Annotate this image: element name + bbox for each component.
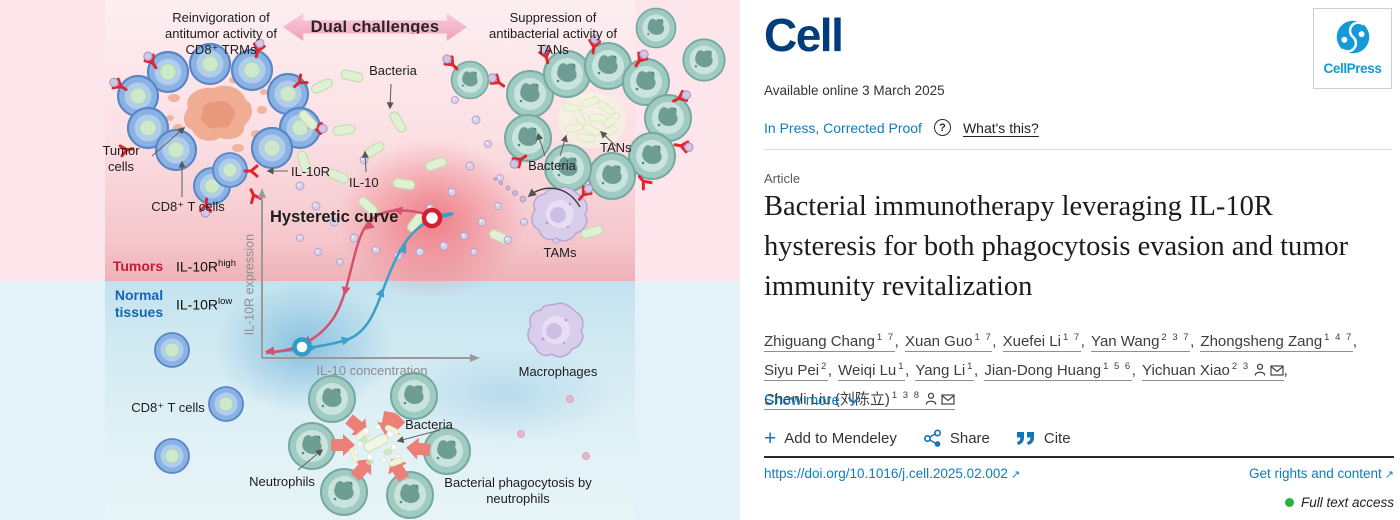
phagocytosis-cluster [288, 372, 471, 519]
label-phagocytosis: Bacterial phagocytosis by neutrophils [444, 475, 592, 506]
label-tams: TAMs [543, 245, 577, 260]
author-link[interactable]: Xuefei Li 1 7 [1002, 332, 1081, 352]
add-to-mendeley-button[interactable]: + Add to Mendeley [764, 427, 897, 450]
pink-dots [517, 395, 590, 460]
tumor-cd8-cluster [108, 38, 328, 218]
author-separator: , [905, 362, 914, 379]
cellpress-wordmark: CellPress [1323, 61, 1382, 76]
access-label: Full text access [1300, 495, 1394, 510]
author-link[interactable]: Yan Wang 2 3 7 [1091, 332, 1191, 352]
author-link[interactable]: Yichuan Xiao 2 3 [1142, 361, 1284, 381]
email-icon [1270, 365, 1284, 376]
label-tumor-cells: Tumor cells [102, 143, 140, 174]
label-tans: TANs [600, 140, 632, 155]
open-access-dot-icon [1284, 498, 1294, 507]
label-il10: IL-10 [349, 175, 379, 190]
label-il10r-low: IL-10Rlow [176, 296, 233, 313]
author-separator: , [992, 333, 1001, 350]
email-icon [940, 394, 955, 405]
chevron-down-icon [847, 396, 860, 405]
tumor-mass [166, 74, 268, 152]
label-cd8-bottom: CD8⁺ T cells [131, 400, 205, 415]
cite-button[interactable]: Cite [1016, 430, 1071, 447]
high-state-marker [421, 207, 443, 229]
abstract-drawing [0, 7, 726, 519]
author-link[interactable]: Zhiguang Chang 1 7 [764, 332, 895, 352]
label-il10r: IL-10R [291, 164, 331, 179]
author-list: Zhiguang Chang 1 7, Xuan Guo 1 7, Xuefei L… [764, 325, 1396, 412]
dual-challenges-text: Dual challenges [310, 17, 440, 36]
cell-journal-logo[interactable]: Cell [764, 9, 844, 61]
cellpress-logo[interactable]: CellPress [1313, 8, 1392, 89]
hysteresis-plot [258, 188, 480, 362]
label-tumors: Tumors [112, 258, 164, 274]
access-row: Full text access [1284, 495, 1394, 510]
article-type-label: Article [764, 171, 801, 186]
engulfed-bacteria-pile [558, 92, 626, 148]
author-link[interactable]: Zhongsheng Zang 1 4 7 [1200, 332, 1353, 352]
author-link[interactable]: Jian-Dong Huang 1 5 6 [984, 361, 1132, 381]
label-macrophages: Macrophages [518, 364, 598, 379]
external-link-icon: ↗ [1010, 469, 1021, 481]
header-divider [764, 149, 1392, 150]
author-link[interactable]: Weiqi Lu 1 [838, 361, 906, 381]
article-title: Bacterial immunotherapy leveraging IL-10… [764, 191, 1349, 302]
available-online-date: Available online 3 March 2025 [764, 83, 945, 98]
action-bar: + Add to Mendeley Share Cite [764, 427, 1071, 450]
low-state-marker [292, 337, 312, 357]
external-link-icon: ↗ [1384, 469, 1394, 481]
in-press-link[interactable]: In Press, Corrected Proof [764, 119, 922, 136]
author-link[interactable]: Yang Li 1 [915, 361, 974, 381]
author-separator: , [1131, 362, 1141, 379]
cite-quote-icon [1016, 431, 1034, 445]
plot-y-axis-label: IL-10R expression [242, 233, 257, 336]
doi-link[interactable]: https://doi.org/10.1016/j.cell.2025.02.0… [764, 466, 1021, 481]
person-icon [1254, 363, 1265, 376]
author-separator: , [1080, 333, 1090, 350]
cd8-cell-with-receptor [212, 152, 248, 188]
plot-title: Hysteretic curve [270, 208, 399, 226]
in-press-row: In Press, Corrected Proof ? What's this? [764, 119, 1039, 136]
author-link[interactable]: Chenli Liu (刘陈立) 1 3 8 [764, 390, 955, 410]
author-separator: , [894, 333, 903, 350]
plot-x-axis-label: IL-10 concentration [316, 363, 428, 378]
rights-link[interactable]: Get rights and content ↗ [1248, 466, 1394, 481]
plus-icon: + [764, 427, 777, 450]
graphical-abstract: Reinvigoration of antitumor activity of … [0, 0, 740, 520]
label-bacteria-top: Bacteria [369, 63, 417, 78]
author-link[interactable]: Xuan Guo 1 7 [904, 332, 993, 352]
share-icon [923, 429, 941, 447]
share-button[interactable]: Share [923, 429, 990, 448]
article-panel: Cell CellPress Available online 3 March … [740, 0, 1400, 520]
footer-divider [764, 456, 1394, 458]
author-separator: , [827, 362, 837, 379]
person-icon [925, 392, 936, 405]
label-bacteria-bottom: Bacteria [405, 417, 453, 432]
help-icon[interactable]: ? [933, 119, 951, 136]
label-cd8-top: CD8⁺ T cells [151, 199, 225, 214]
show-more-button[interactable]: Show more [764, 392, 860, 409]
author-separator: , [1190, 333, 1199, 350]
tam-cell [493, 177, 595, 242]
macrophage-cell [527, 302, 584, 358]
label-normal-tissues: Normal tissues [114, 287, 164, 321]
whats-this-link[interactable]: What's this? [962, 119, 1039, 136]
activation-curve [265, 212, 454, 355]
label-suppression: Suppression of antibacterial activity of… [489, 10, 617, 57]
author-link[interactable]: Siyu Pei 2 [764, 361, 828, 381]
label-pointers [151, 83, 617, 471]
tan-cluster [441, 7, 726, 200]
label-reinvigoration: Reinvigoration of antitumor activity of … [165, 10, 277, 57]
cellpress-glyph-icon [1336, 20, 1369, 54]
central-bacterium [363, 433, 389, 453]
author-separator: , [973, 362, 983, 379]
author-separator: , [1283, 362, 1288, 379]
label-il10r-high: IL-10Rhigh [176, 258, 236, 275]
label-neutrophils: Neutrophils [249, 474, 315, 489]
author-separator: , [1352, 333, 1357, 350]
doi-row: https://doi.org/10.1016/j.cell.2025.02.0… [764, 466, 1394, 481]
deactivation-curve [265, 209, 431, 354]
label-bacteria-right: Bacteria [528, 158, 576, 173]
